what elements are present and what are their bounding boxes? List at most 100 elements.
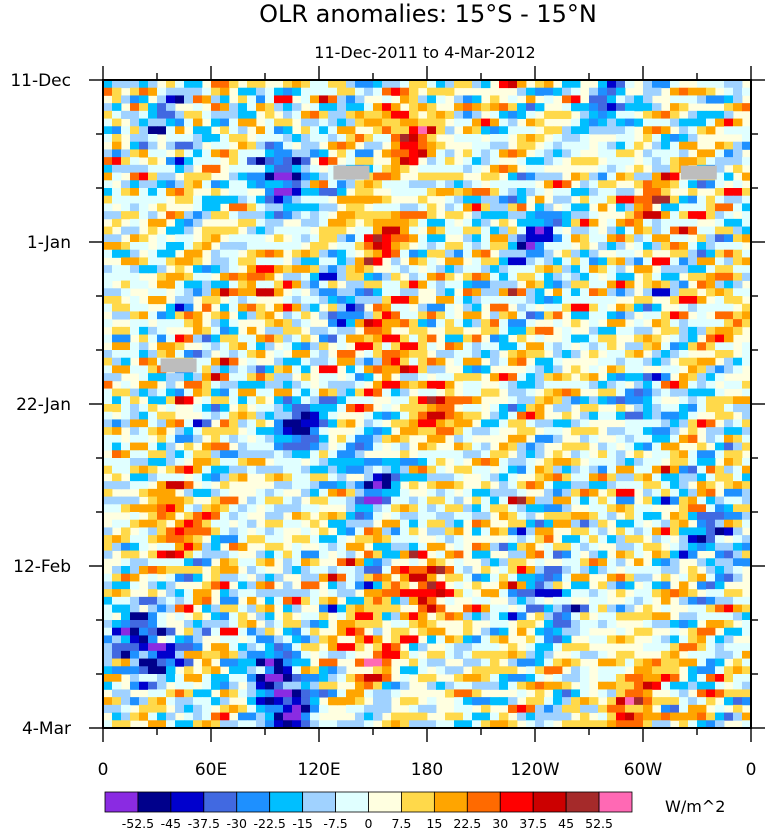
field-cell [346, 581, 356, 590]
field-cell [661, 535, 671, 544]
field-cell [202, 357, 212, 366]
field-cell [373, 442, 383, 451]
field-cell [247, 666, 257, 675]
field-cell [175, 234, 185, 243]
field-cell [310, 573, 320, 582]
field-cell [643, 666, 653, 675]
field-cell [373, 380, 383, 389]
field-cell [472, 404, 482, 413]
field-cell [130, 550, 140, 559]
field-cell [391, 218, 401, 227]
field-cell [616, 681, 626, 690]
field-cell [499, 141, 509, 150]
field-cell [355, 103, 365, 112]
field-cell [724, 303, 734, 312]
field-cell [193, 450, 203, 459]
field-cell [166, 411, 176, 420]
field-cell [643, 697, 653, 706]
field-cell [202, 512, 212, 521]
field-cell [175, 473, 185, 482]
field-cell [211, 226, 221, 235]
field-cell [400, 681, 410, 690]
field-cell [481, 704, 491, 713]
field-cell [427, 110, 437, 119]
field-cell [112, 434, 122, 443]
field-cell [508, 164, 518, 173]
field-cell [373, 234, 383, 243]
field-cell [103, 126, 113, 135]
field-cell [166, 558, 176, 567]
field-cell [436, 126, 446, 135]
field-cell [454, 411, 464, 420]
field-cell [607, 442, 617, 451]
field-cell [166, 110, 176, 119]
field-cell [256, 373, 266, 382]
field-cell [391, 411, 401, 420]
field-cell [454, 226, 464, 235]
field-cell [535, 311, 545, 320]
field-cell [247, 234, 257, 243]
field-cell [481, 149, 491, 158]
field-cell [157, 566, 167, 575]
field-cell [463, 604, 473, 613]
field-cell [157, 481, 167, 490]
field-cell [130, 134, 140, 143]
field-cell [706, 80, 716, 89]
field-cell [130, 542, 140, 551]
field-cell [472, 519, 482, 528]
field-cell [247, 720, 257, 729]
field-cell [103, 442, 113, 451]
field-cell [103, 720, 113, 729]
field-cell [364, 404, 374, 413]
field-cell [715, 473, 725, 482]
field-cell [103, 612, 113, 621]
field-cell [382, 458, 392, 467]
field-cell [175, 342, 185, 351]
field-cell [139, 80, 149, 89]
field-cell [715, 211, 725, 220]
field-cell [616, 404, 626, 413]
field-cell [697, 473, 707, 482]
field-cell [490, 419, 500, 428]
field-cell [499, 566, 509, 575]
field-cell [724, 365, 734, 374]
field-cell [328, 689, 338, 698]
field-cell [391, 211, 401, 220]
field-cell [148, 218, 158, 227]
field-cell [679, 434, 689, 443]
field-cell [436, 658, 446, 667]
field-cell [112, 666, 122, 675]
field-cell [580, 373, 590, 382]
field-cell [400, 319, 410, 328]
field-cell [427, 311, 437, 320]
field-cell [346, 612, 356, 621]
field-cell [472, 180, 482, 189]
field-cell [103, 234, 113, 243]
field-cell [301, 612, 311, 621]
field-cell [670, 265, 680, 274]
field-cell [148, 365, 158, 374]
field-cell [499, 411, 509, 420]
field-cell [598, 720, 608, 729]
field-cell [184, 442, 194, 451]
field-cell [301, 704, 311, 713]
field-cell [373, 87, 383, 96]
field-cell [256, 612, 266, 621]
field-cell [445, 396, 455, 405]
field-cell [193, 473, 203, 482]
field-cell [193, 80, 203, 89]
field-cell [463, 180, 473, 189]
field-cell [130, 234, 140, 243]
field-cell [382, 134, 392, 143]
field-cell [742, 666, 752, 675]
field-cell [283, 188, 293, 197]
field-cell [220, 434, 230, 443]
field-cell [391, 265, 401, 274]
field-cell [274, 542, 284, 551]
field-cell [553, 689, 563, 698]
field-cell [220, 488, 230, 497]
field-cell [139, 419, 149, 428]
field-cell [112, 365, 122, 374]
field-cell [670, 226, 680, 235]
field-cell [166, 311, 176, 320]
